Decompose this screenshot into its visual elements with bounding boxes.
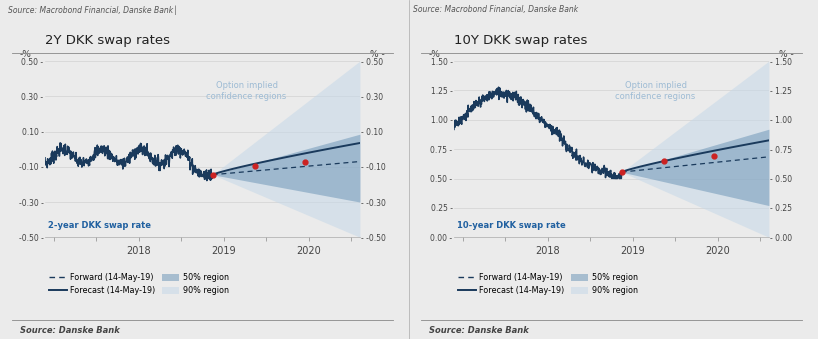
Text: % -: % -: [780, 50, 794, 59]
Text: Option implied
confidence regions: Option implied confidence regions: [206, 81, 286, 101]
Text: -%: -%: [429, 50, 441, 59]
Text: 10Y DKK swap rates: 10Y DKK swap rates: [454, 35, 587, 47]
Text: 2Y DKK swap rates: 2Y DKK swap rates: [45, 35, 170, 47]
Legend: Forward (14-May-19), Forecast (14-May-19), 50% region, 90% region: Forward (14-May-19), Forecast (14-May-19…: [458, 273, 637, 295]
Text: -%: -%: [20, 50, 32, 59]
Text: Option implied
confidence regions: Option implied confidence regions: [615, 81, 695, 101]
Legend: Forward (14-May-19), Forecast (14-May-19), 50% region, 90% region: Forward (14-May-19), Forecast (14-May-19…: [49, 273, 228, 295]
Text: Source: Danske Bank: Source: Danske Bank: [20, 326, 120, 335]
Text: Source: Macrobond Financial, Danske Bank│: Source: Macrobond Financial, Danske Bank…: [8, 5, 178, 15]
Text: 2-year DKK swap rate: 2-year DKK swap rate: [48, 221, 151, 230]
Text: Source: Macrobond Financial, Danske Bank: Source: Macrobond Financial, Danske Bank: [413, 5, 578, 14]
Text: % -: % -: [371, 50, 385, 59]
Text: Source: Danske Bank: Source: Danske Bank: [429, 326, 529, 335]
Text: 10-year DKK swap rate: 10-year DKK swap rate: [457, 221, 566, 230]
